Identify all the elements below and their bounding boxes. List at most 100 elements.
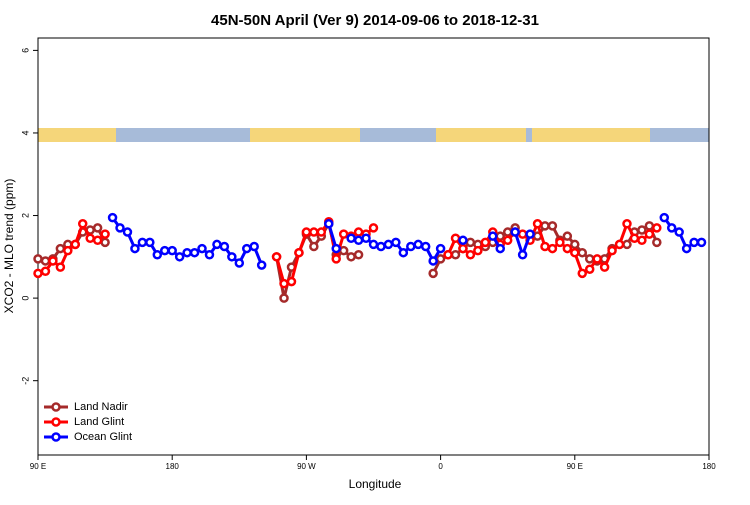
data-point xyxy=(674,227,684,237)
x-tick-label: 180 xyxy=(166,462,180,471)
data-point xyxy=(406,241,416,252)
y-tick-label: 2 xyxy=(20,213,30,218)
data-point xyxy=(368,239,379,250)
data-point xyxy=(547,243,558,254)
data-point xyxy=(622,219,632,229)
data-point xyxy=(167,245,177,256)
data-point xyxy=(85,233,95,243)
data-point xyxy=(480,237,491,248)
data-point xyxy=(63,245,73,256)
data-point xyxy=(309,241,319,252)
legend-label: Land Glint xyxy=(74,416,124,428)
data-point xyxy=(502,235,513,246)
y-tick-label: 4 xyxy=(20,130,30,135)
data-point xyxy=(488,231,498,241)
data-point xyxy=(465,237,476,248)
data-point xyxy=(130,243,140,254)
data-point xyxy=(517,229,528,239)
data-point xyxy=(607,245,617,256)
data-point xyxy=(256,260,267,270)
x-tick-label: 0 xyxy=(438,462,443,471)
data-point xyxy=(383,239,394,250)
data-point xyxy=(659,212,670,223)
chart-title: 45N-50N April (Ver 9) 2014-09-06 to 2018… xyxy=(211,12,539,29)
land-strip xyxy=(436,128,526,142)
data-point xyxy=(532,219,543,229)
series-line xyxy=(111,216,702,266)
data-point xyxy=(398,247,409,258)
data-point xyxy=(614,239,625,250)
data-point xyxy=(652,223,662,233)
data-point xyxy=(353,250,364,260)
data-point xyxy=(122,227,133,237)
data-point xyxy=(637,235,647,246)
data-point xyxy=(391,237,401,248)
data-point xyxy=(159,245,170,256)
data-point xyxy=(428,268,438,279)
data-point xyxy=(227,252,237,262)
data-point xyxy=(294,247,304,258)
data-point xyxy=(152,250,163,260)
data-point xyxy=(189,247,200,258)
data-point xyxy=(40,256,51,266)
data-point xyxy=(547,221,558,231)
data-point xyxy=(465,250,476,260)
data-point xyxy=(212,239,222,250)
data-point xyxy=(540,241,550,252)
data-point xyxy=(413,239,423,250)
data-point xyxy=(592,254,602,264)
data-point xyxy=(637,225,647,235)
data-point xyxy=(570,247,580,258)
data-point xyxy=(55,262,66,272)
land-mask-strip xyxy=(38,128,709,142)
data-point xyxy=(182,247,192,258)
data-point xyxy=(376,241,386,252)
data-point xyxy=(666,223,677,233)
data-point xyxy=(70,239,81,250)
data-point xyxy=(115,223,125,233)
data-point xyxy=(689,237,699,248)
y-tick-label: -2 xyxy=(20,377,30,385)
data-point xyxy=(555,237,565,248)
data-point xyxy=(219,241,230,252)
data-point xyxy=(458,243,468,254)
data-point xyxy=(55,243,66,254)
data-point xyxy=(502,227,513,237)
data-point xyxy=(353,235,364,246)
data-point xyxy=(450,250,461,260)
data-point xyxy=(48,256,58,266)
data-point xyxy=(629,233,640,243)
data-point xyxy=(100,237,110,248)
data-point xyxy=(174,252,185,262)
data-point xyxy=(301,227,312,237)
data-point xyxy=(353,227,364,237)
x-tick-label: 90 E xyxy=(30,462,46,471)
data-point xyxy=(584,254,595,264)
data-point xyxy=(681,243,692,254)
data-point xyxy=(33,254,43,264)
legend-label: Land Nadir xyxy=(74,401,128,413)
data-point xyxy=(450,233,461,243)
data-point xyxy=(368,223,379,233)
data-point xyxy=(346,233,356,243)
data-point xyxy=(197,243,207,254)
plot-frame xyxy=(37,37,710,456)
data-point xyxy=(137,237,148,248)
data-point xyxy=(249,241,259,252)
data-point xyxy=(331,243,341,254)
data-point xyxy=(562,231,573,241)
data-point xyxy=(577,268,588,279)
data-point xyxy=(271,252,282,262)
land-strip xyxy=(38,128,116,142)
data-point xyxy=(338,229,349,239)
data-point xyxy=(279,278,289,289)
data-point xyxy=(570,239,580,250)
data-point xyxy=(324,219,334,229)
data-point xyxy=(644,229,655,239)
x-tick-label: 90 W xyxy=(297,462,316,471)
data-point xyxy=(495,243,505,254)
data-point xyxy=(100,229,110,239)
data-point xyxy=(204,250,215,260)
data-point xyxy=(428,256,438,266)
legend-marker xyxy=(51,417,61,427)
